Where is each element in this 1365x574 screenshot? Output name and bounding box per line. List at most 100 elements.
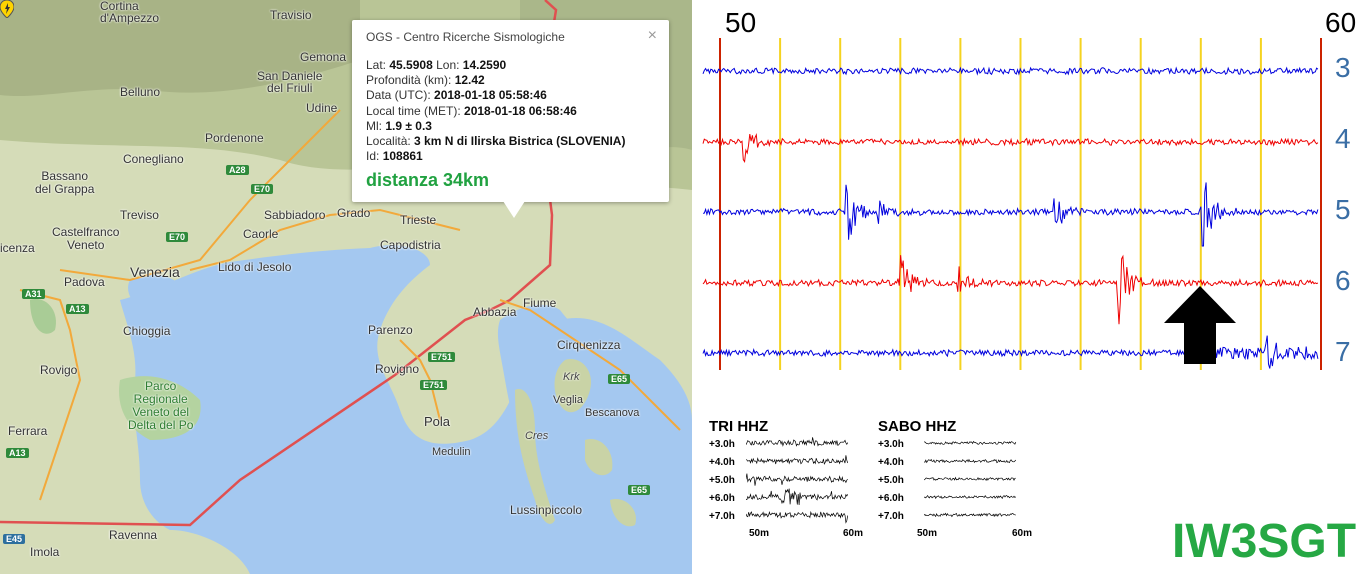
mini-sabo-x-start: 50m	[917, 528, 938, 539]
map-label-park: Parco Regionale Veneto del Delta del Po	[128, 379, 194, 432]
map-label-bassano: Bassano del Grappa	[35, 169, 95, 196]
map-label-castelfranco: Castelfranco Veneto	[52, 225, 120, 252]
helicorder-plot	[702, 38, 1322, 370]
mini-title-sabo: SABO HHZ	[878, 418, 957, 435]
map-label-medulin: Medulin	[432, 446, 471, 458]
map-label-grado: Grado	[337, 206, 371, 220]
road-shield-e65a: E65	[608, 374, 631, 384]
popup-coords: Lat: 45.5908 Lon: 14.2590	[366, 58, 507, 72]
map-label-sandaniele: San Daniele del Friuli	[257, 69, 323, 95]
map-label-padova: Padova	[64, 275, 105, 289]
popup-distance: distanza 34km	[366, 170, 490, 190]
map-label-sabbiadoro: Sabbiadoro	[264, 208, 326, 222]
earthquake-marker-icon[interactable]	[0, 0, 14, 18]
map-label-lido: Lido di Jesolo	[218, 260, 292, 274]
map-label-veglia: Veglia	[553, 394, 583, 406]
road-shield-a13b: A13	[6, 448, 29, 458]
mini-trace	[746, 510, 849, 524]
mini-trace	[924, 440, 1017, 445]
seismic-trace-hour-5	[702, 182, 1319, 247]
hour-label-4: 4	[1335, 123, 1351, 154]
road-shield-e751a: E751	[428, 352, 456, 362]
event-info-popup: OGS - Centro Ricerche Sismologiche × Lat…	[352, 20, 669, 202]
hour-label-5: 5	[1335, 194, 1351, 225]
mini-trace	[924, 458, 1017, 464]
popup-close-button[interactable]: ×	[647, 27, 657, 44]
seismogram-panel: 50 60 3 4 5 6 7 TRI HHZ SABO HHZ +3.0h +…	[692, 0, 1365, 574]
seismic-trace-hour-6	[702, 254, 1319, 325]
hour-label-7: 7	[1335, 336, 1351, 367]
popup-local: Local time (MET): 2018-01-18 06:58:46	[366, 103, 577, 118]
map-label-treviso: Treviso	[120, 208, 159, 222]
mini-trace	[746, 473, 848, 486]
popup-utc: Data (UTC): 2018-01-18 05:58:46	[366, 88, 547, 103]
road-shield-e70a: E70	[251, 184, 274, 194]
mini-sabo-row-label: +3.0h	[878, 439, 904, 450]
seismic-trace-hour-3	[702, 66, 1319, 76]
map-label-cres: Cres	[525, 430, 549, 442]
mini-tri-x-end: 60m	[843, 528, 864, 539]
mini-sabo-x-end: 60m	[1012, 528, 1033, 539]
map-label-abbazia: Abbazia	[473, 305, 517, 319]
popup-depth: Profondità (km): 12.42	[366, 73, 485, 88]
map-label-ravenna: Ravenna	[109, 528, 158, 542]
mini-tri-x-start: 50m	[749, 528, 770, 539]
map-label-caorle: Caorle	[243, 227, 279, 241]
map-label-capodistria: Capodistria	[380, 238, 441, 252]
map-label-travesio: Travisio	[270, 8, 312, 22]
mini-trace	[746, 455, 849, 465]
popup-title: OGS - Centro Ricerche Sismologiche	[366, 30, 565, 44]
popup-location: Località: 3 km N di Ilirska Bistrica (SL…	[366, 134, 626, 149]
hour-label-3: 3	[1335, 52, 1351, 83]
map-label-venezia: Venezia	[130, 264, 180, 280]
mini-trace	[746, 488, 849, 506]
mini-helicorder-tri	[746, 437, 849, 524]
map-label-lussinpiccolo: Lussinpiccolo	[510, 503, 583, 517]
map-label-udine: Udine	[306, 101, 338, 115]
popup-magnitude: Ml: 1.9 ± 0.3	[366, 118, 432, 133]
hour-label-6: 6	[1335, 265, 1351, 296]
mini-sabo-row-label: +6.0h	[878, 493, 904, 504]
map-label-parenzo: Parenzo	[368, 323, 413, 337]
mini-tri-row-label: +6.0h	[709, 493, 735, 504]
callsign-label: IW3SGT	[1172, 515, 1357, 568]
popup-tail	[503, 201, 525, 218]
road-shield-a28: A28	[226, 165, 249, 175]
road-shield-e751b: E751	[420, 380, 448, 390]
mini-trace	[924, 476, 1016, 482]
mini-tri-row-label: +3.0h	[709, 439, 735, 450]
map-label-pordenone: Pordenone	[205, 131, 264, 145]
road-shield-e70b: E70	[166, 232, 189, 242]
map-label-gemona: Gemona	[300, 50, 347, 64]
start-minute-label: 50	[725, 7, 757, 38]
popup-details: Lat: 45.5908 Lon: 14.2590 Profondità (km…	[366, 58, 625, 164]
road-shield-e45: E45	[3, 534, 26, 544]
mini-sabo-row-label: +7.0h	[878, 511, 904, 522]
mini-trace	[924, 512, 1016, 518]
map-label-bescanova: Bescanova	[585, 407, 640, 419]
map-label-trieste: Trieste	[400, 213, 437, 227]
map-label-ferrara: Ferrara	[8, 424, 48, 438]
map-label-imola: Imola	[30, 545, 60, 559]
popup-id: Id: 108861	[366, 149, 423, 164]
mini-tri-row-label: +7.0h	[709, 511, 735, 522]
mini-helicorder-sabo	[924, 440, 1017, 518]
mini-trace	[924, 494, 1017, 500]
mini-title-tri: TRI HHZ	[709, 418, 769, 435]
map-label-cortina: Cortina d'Ampezzo	[100, 0, 159, 25]
map-label-conegliano: Conegliano	[123, 152, 184, 166]
map-label-pola: Pola	[424, 414, 451, 429]
map-label-cenza: icenza	[0, 241, 35, 255]
map-label-krk: Krk	[563, 371, 580, 383]
road-shield-e65b: E65	[628, 485, 651, 495]
mini-tri-row-label: +4.0h	[709, 457, 735, 468]
map-panel[interactable]: Cortina d'Ampezzo Belluno Udine Pordenon…	[0, 0, 692, 574]
mini-sabo-row-label: +5.0h	[878, 475, 904, 486]
map-label-belluno: Belluno	[120, 85, 161, 99]
road-shield-a13a: A13	[66, 304, 89, 314]
map-label-rovigno: Rovigno	[375, 362, 420, 376]
mini-sabo-row-label: +4.0h	[878, 457, 904, 468]
end-minute-label: 60	[1325, 7, 1357, 38]
map-label-chioggia: Chioggia	[123, 324, 171, 338]
arrow-up-icon	[1164, 286, 1236, 364]
